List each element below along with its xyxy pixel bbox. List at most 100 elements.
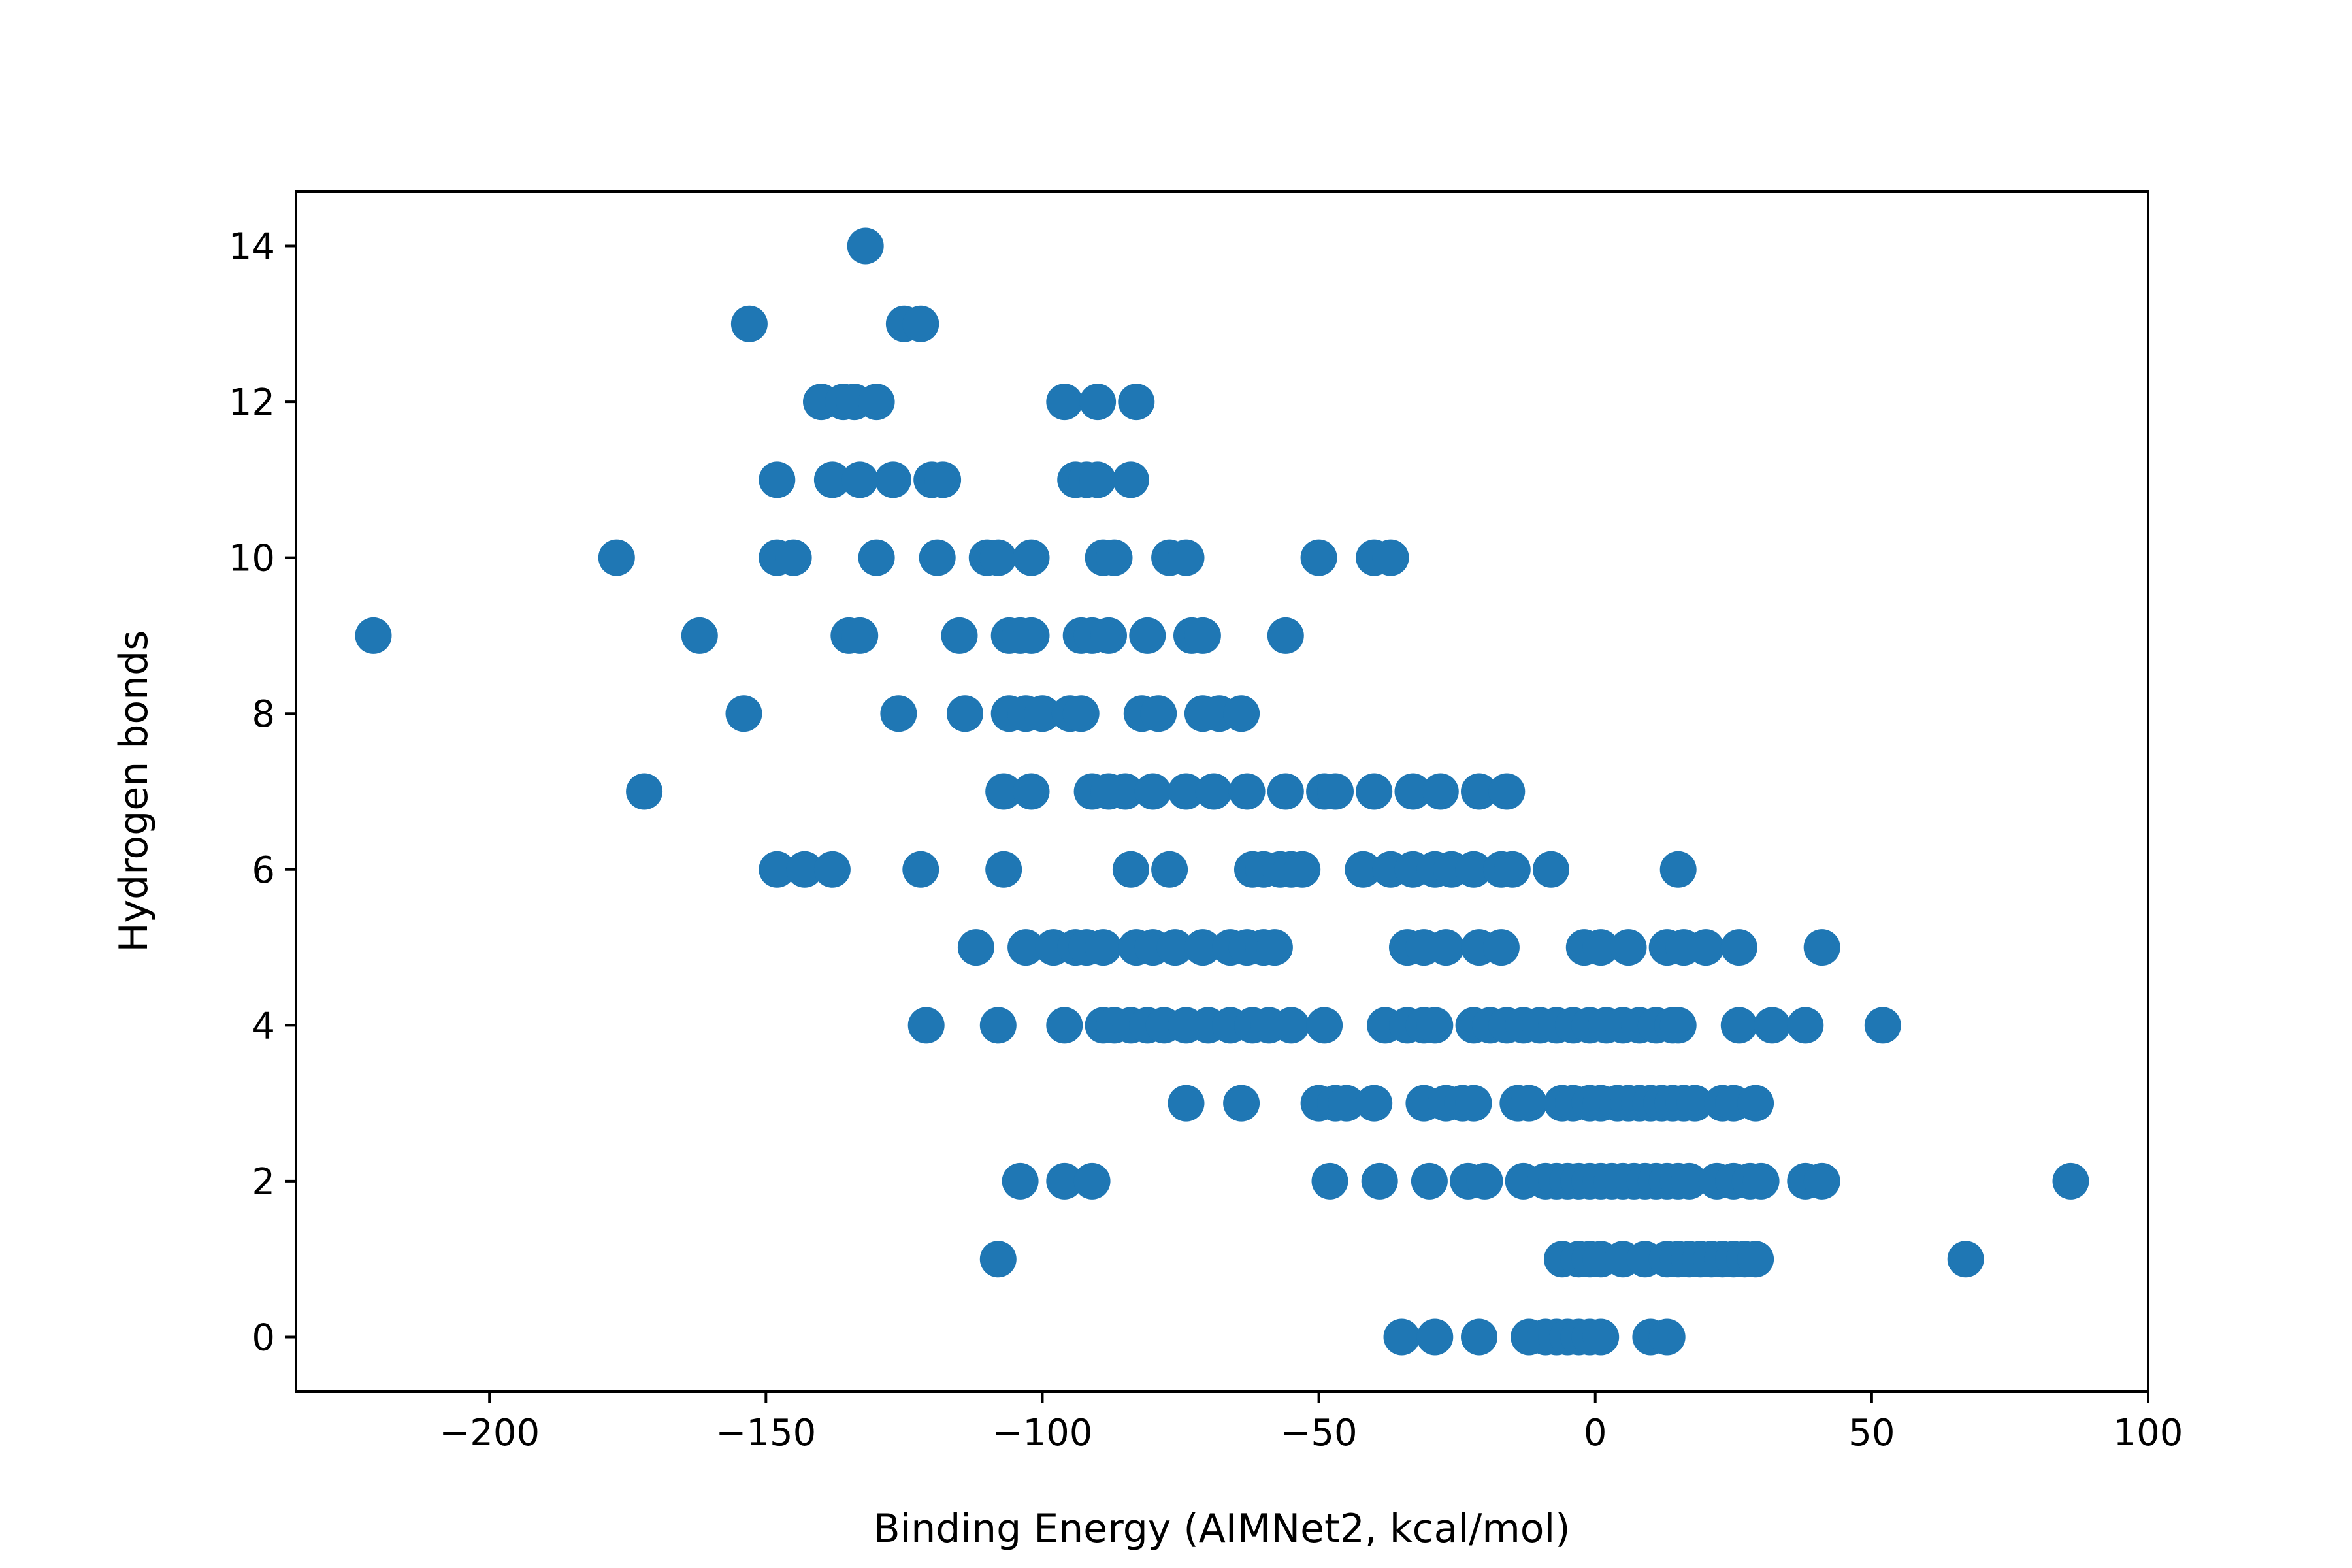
x-tick-label: −150 xyxy=(715,1412,816,1454)
x-tick-label: 100 xyxy=(2114,1412,2183,1454)
data-point xyxy=(1737,1241,1774,1278)
data-point xyxy=(1754,1007,1791,1044)
data-point xyxy=(1864,1007,1901,1044)
data-point xyxy=(957,929,994,966)
data-point xyxy=(1129,617,1166,654)
data-point xyxy=(841,617,879,654)
data-point xyxy=(1112,851,1149,888)
data-point xyxy=(1267,617,1304,654)
y-tick-label: 4 xyxy=(252,1005,275,1047)
data-point xyxy=(1372,539,1409,576)
data-point xyxy=(1156,929,1194,966)
data-point xyxy=(1168,773,1205,810)
data-point xyxy=(947,695,983,732)
data-point xyxy=(1223,1085,1260,1122)
data-point xyxy=(985,773,1022,810)
data-point xyxy=(1345,851,1382,888)
data-point xyxy=(1720,929,1757,966)
data-point xyxy=(919,539,956,576)
data-point xyxy=(902,851,939,888)
data-point xyxy=(1073,1162,1111,1200)
data-point xyxy=(759,461,796,498)
data-point xyxy=(1688,929,1724,966)
data-point xyxy=(1311,1162,1348,1200)
data-point xyxy=(1466,1162,1503,1200)
data-point xyxy=(1533,851,1569,888)
data-point xyxy=(1676,1085,1714,1122)
data-point xyxy=(1356,1085,1393,1122)
y-tick-label: 0 xyxy=(252,1317,275,1360)
data-point xyxy=(1742,1162,1780,1200)
data-point xyxy=(1648,1318,1686,1356)
data-point xyxy=(1328,1085,1365,1122)
y-tick-label: 6 xyxy=(252,849,275,892)
data-point xyxy=(979,1241,1017,1278)
data-point xyxy=(1085,929,1122,966)
data-point xyxy=(1361,1162,1398,1200)
x-axis-ticks: −200 −150 −100 −50 0 50 100 xyxy=(439,1392,2183,1454)
data-point xyxy=(1112,461,1149,498)
data-point xyxy=(1428,929,1465,966)
data-point xyxy=(775,539,812,576)
x-tick-label: −50 xyxy=(1281,1412,1358,1454)
data-point xyxy=(1411,1162,1448,1200)
data-point xyxy=(1168,1085,1205,1122)
data-point xyxy=(1184,929,1221,966)
y-tick-label: 12 xyxy=(229,382,275,424)
x-axis-label: Binding Energy (AIMNet2, kcal/mol) xyxy=(873,1506,1570,1552)
data-point xyxy=(786,851,823,888)
data-point xyxy=(924,461,962,498)
data-point xyxy=(979,539,1017,576)
data-point xyxy=(1803,929,1840,966)
data-points xyxy=(355,227,2089,1356)
data-point xyxy=(1007,929,1045,966)
data-point xyxy=(1168,539,1205,576)
data-point xyxy=(1803,1162,1840,1200)
data-point xyxy=(1720,1007,1757,1044)
x-tick-label: 0 xyxy=(1584,1412,1607,1454)
data-point xyxy=(1228,773,1266,810)
data-point xyxy=(626,773,663,810)
data-point xyxy=(355,617,392,654)
data-point xyxy=(1422,773,1459,810)
data-point xyxy=(1284,851,1321,888)
data-point xyxy=(1306,1007,1343,1044)
data-point xyxy=(1947,1241,1984,1278)
data-point xyxy=(1482,929,1520,966)
data-point xyxy=(1582,1318,1620,1356)
data-point xyxy=(1787,1007,1824,1044)
data-point xyxy=(1416,1318,1454,1356)
data-point xyxy=(907,1007,945,1044)
data-point xyxy=(598,539,635,576)
data-point xyxy=(1118,384,1155,421)
data-point xyxy=(1024,695,1061,732)
data-point xyxy=(1062,695,1100,732)
x-tick-label: −100 xyxy=(992,1412,1093,1454)
data-point xyxy=(1394,773,1431,810)
data-point xyxy=(1582,929,1620,966)
data-point xyxy=(1046,1007,1083,1044)
x-tick-label: −200 xyxy=(439,1412,540,1454)
data-point xyxy=(858,384,895,421)
data-point xyxy=(1317,773,1354,810)
data-point xyxy=(1013,539,1050,576)
data-point xyxy=(1610,929,1647,966)
data-point xyxy=(681,617,718,654)
plot-frame xyxy=(295,190,2149,1393)
data-point xyxy=(858,539,895,576)
x-tick-label: 50 xyxy=(1848,1412,1895,1454)
data-point xyxy=(1090,617,1127,654)
data-point xyxy=(730,305,768,342)
y-tick-label: 8 xyxy=(252,693,275,736)
data-point xyxy=(1079,384,1117,421)
data-point xyxy=(1511,1085,1548,1122)
data-point xyxy=(875,461,911,498)
data-point xyxy=(1273,1007,1310,1044)
data-point xyxy=(1013,617,1050,654)
data-point xyxy=(1256,929,1293,966)
data-point xyxy=(1134,773,1171,810)
data-point xyxy=(1461,773,1497,810)
data-point xyxy=(1300,539,1337,576)
data-point xyxy=(1140,695,1177,732)
data-point xyxy=(902,305,939,342)
